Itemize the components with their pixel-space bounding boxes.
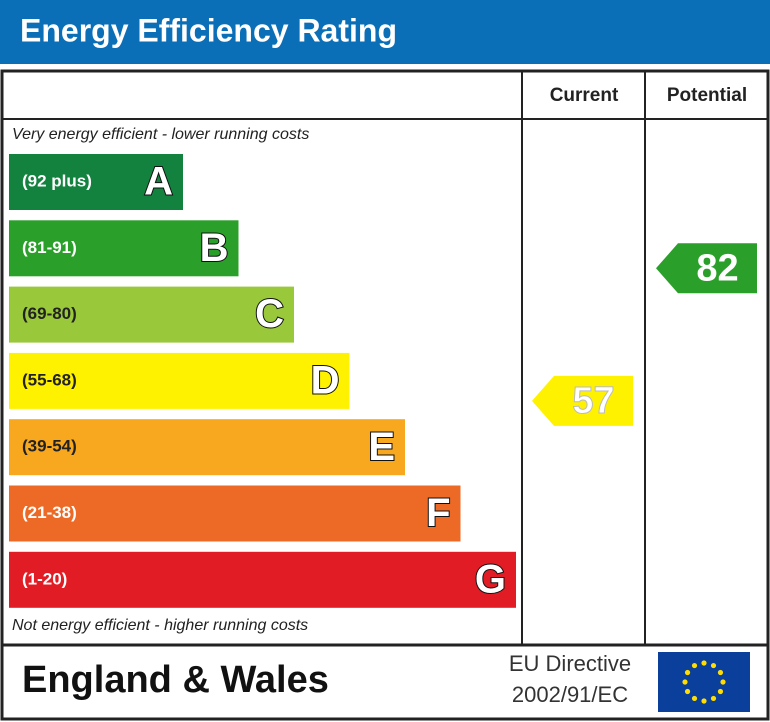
bottom-note: Not energy efficient - higher running co… — [12, 617, 308, 634]
bands: (92 plus) A (81-91) B (69-80) C (55-68) D (39-54… — [9, 154, 757, 608]
band-range: (55-68) — [22, 370, 77, 389]
flag-star — [684, 669, 691, 676]
flag-star — [701, 660, 707, 666]
band-letter: E — [368, 425, 395, 469]
flag-star — [717, 688, 724, 695]
flag-star — [717, 669, 724, 676]
flag-star — [720, 679, 726, 685]
title-bar — [0, 0, 770, 64]
band-bar — [9, 286, 294, 343]
band-letter: G — [475, 557, 506, 601]
band-range: (69-80) — [22, 304, 77, 323]
band-range: (21-38) — [22, 503, 77, 522]
current-arrow — [532, 375, 633, 426]
band-bar — [9, 352, 350, 409]
eu-flag — [658, 652, 750, 712]
potential-header: Potential — [667, 85, 747, 106]
band-bar — [9, 154, 183, 210]
band-range: (39-54) — [22, 437, 77, 456]
band-letter: B — [200, 226, 229, 270]
title: Energy Efficiency Rating — [20, 12, 397, 48]
band-letter: A — [144, 160, 173, 204]
flag-star — [691, 662, 698, 669]
current-header: Current — [550, 85, 619, 106]
band-range: (1-20) — [22, 569, 67, 588]
band-bar — [9, 220, 239, 277]
directive-line: 2002/91/EC — [512, 682, 628, 707]
current-rating: 57 — [572, 380, 614, 422]
directive-line: EU Directive — [509, 651, 631, 676]
potential-rating: 82 — [696, 247, 738, 289]
band-letter: C — [255, 292, 284, 336]
potential-arrow — [656, 243, 757, 294]
band-bar — [9, 551, 516, 608]
flag-star — [710, 662, 717, 669]
top-note: Very energy efficient - lower running co… — [12, 126, 309, 143]
flag-star — [701, 698, 707, 704]
band-bar — [9, 485, 461, 542]
flag-star — [691, 695, 698, 702]
flag-star — [682, 679, 688, 685]
flag-stars — [682, 660, 726, 704]
region: England & Wales — [22, 659, 329, 701]
band-range: (92 plus) — [22, 171, 92, 190]
flag-star — [710, 695, 717, 702]
band-bar — [9, 419, 405, 476]
band-range: (81-91) — [22, 238, 77, 257]
band-letter: F — [426, 491, 450, 535]
band-letter: D — [311, 358, 340, 402]
flag-star — [684, 688, 691, 695]
